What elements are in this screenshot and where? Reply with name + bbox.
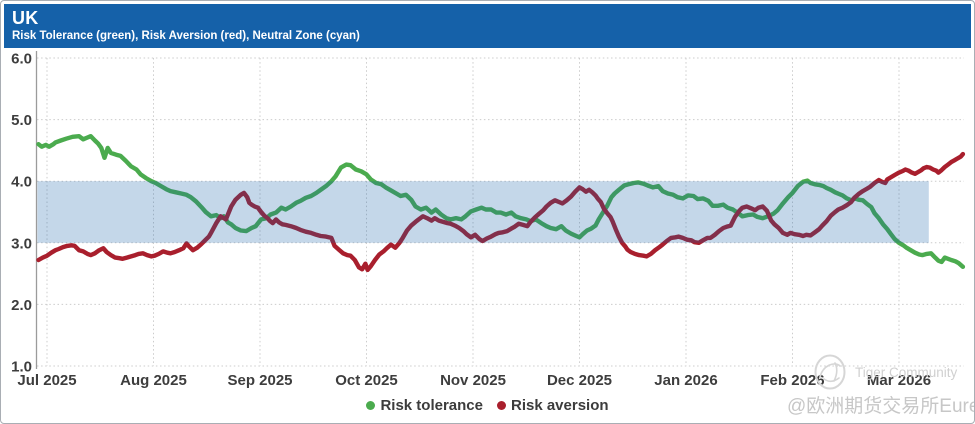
y-axis-tick-label: 5.0 — [11, 112, 32, 129]
y-axis-tick-label: 6.0 — [11, 51, 32, 68]
x-axis-tick-label: Jul 2025 — [17, 372, 76, 389]
x-axis-tick-label: Dec 2025 — [547, 372, 612, 389]
chart-subtitle: Risk Tolerance (green), Risk Aversion (r… — [12, 30, 360, 42]
y-axis-tick-label: 3.0 — [11, 235, 32, 252]
chart-header: UK Risk Tolerance (green), Risk Aversion… — [4, 4, 971, 48]
x-axis-tick-label: Feb 2026 — [760, 372, 824, 389]
x-axis-tick-label: Aug 2025 — [120, 372, 187, 389]
risk-aversion-dot-icon — [496, 401, 506, 410]
y-axis-tick-label: 2.0 — [11, 297, 32, 314]
y-axis-tick-label: 4.0 — [11, 174, 32, 191]
y-axis-tick-label: 1.0 — [11, 359, 32, 376]
page-title: UK — [12, 8, 39, 28]
risk-tolerance-dot-icon — [366, 401, 376, 410]
legend-item-risk-tolerance: Risk tolerance — [366, 397, 483, 414]
legend-item-risk-aversion: Risk aversion — [496, 397, 609, 414]
legend-label: Risk tolerance — [380, 397, 483, 414]
risk-aversion-line — [36, 151, 966, 273]
x-axis-tick-label: Nov 2025 — [440, 372, 506, 389]
x-axis-tick-label: Oct 2025 — [335, 372, 398, 389]
risk-tolerance-line — [36, 133, 966, 269]
x-axis-tick-label: Jan 2026 — [654, 372, 717, 389]
x-axis-tick-label: Sep 2025 — [227, 372, 292, 389]
chart-legend: Risk tolerance Risk aversion — [1, 397, 974, 414]
legend-label: Risk aversion — [510, 397, 609, 414]
x-axis-tick-label: Mar 2026 — [867, 372, 931, 389]
neutral-zone-band — [37, 181, 929, 243]
